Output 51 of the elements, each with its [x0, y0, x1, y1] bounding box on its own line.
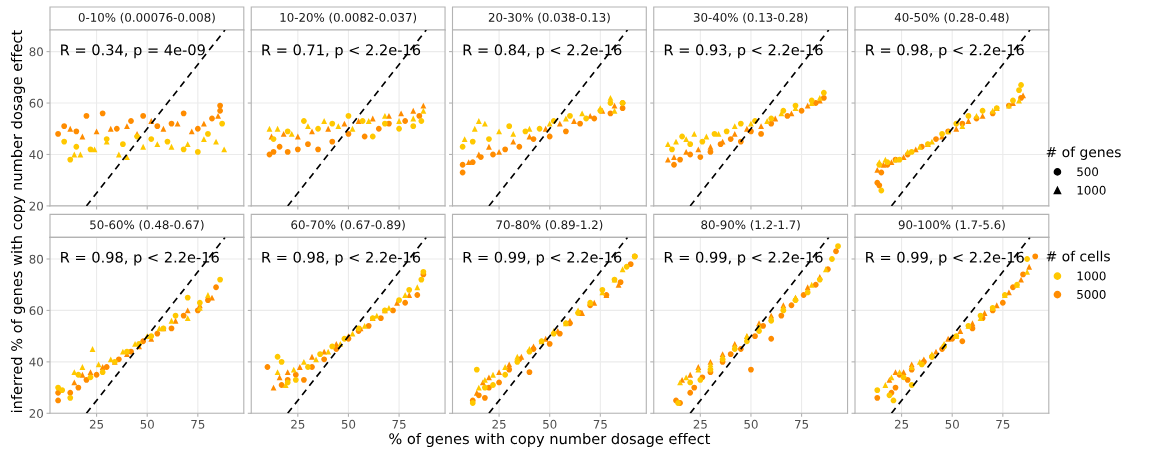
x-tick-label: 75 [593, 419, 607, 429]
x-tick-label: 50 [341, 419, 356, 429]
annotation: R = 0.34, p = 4e-09 [61, 44, 205, 59]
x-tick-label: 50 [744, 419, 758, 429]
annotation: R = 0.84, p < 2.2e-16 [463, 44, 622, 59]
x-tick-label: 75 [191, 419, 205, 429]
legend-label: 1000 [1077, 185, 1106, 195]
annotation: R = 0.71, p < 2.2e-16 [262, 44, 421, 59]
chart-title: 50-60% (0.48-0.67) [90, 220, 204, 231]
annotation: R = 0.98, p < 2.2e-16 [61, 251, 219, 266]
x-tick-label: 75 [996, 419, 1010, 429]
y-tick-label: 20 [29, 409, 43, 418]
x-tick-label: 25 [291, 419, 305, 429]
annotation: R = 0.98, p < 2.2e-16 [866, 44, 1024, 59]
y-tick-label: 20 [29, 201, 43, 211]
legend-title: # of genes [1046, 146, 1121, 160]
x-tick-label: 75 [392, 419, 406, 429]
chart-title: 10-20% (0.0082-0.037) [280, 12, 417, 24]
y-tick-label: 60 [29, 98, 43, 108]
chart-title: 60-70% (0.67-0.89) [291, 220, 405, 231]
y-tick-label: 80 [29, 254, 43, 264]
annotation: R = 0.99, p < 2.2e-16 [463, 251, 622, 266]
x-tick-label: 50 [543, 419, 557, 429]
annotation: R = 0.99, p < 2.2e-16 [866, 251, 1024, 266]
y-tick-label: 80 [29, 47, 43, 57]
x-tick-label: 50 [140, 419, 154, 429]
legend-title: # of cells [1046, 250, 1110, 262]
legend-label: 500 [1077, 167, 1099, 177]
x-tick-label: 25 [894, 419, 909, 429]
chart-title: 40-50% (0.28-0.48) [894, 12, 1009, 24]
annotation: R = 0.99, p < 2.2e-16 [664, 251, 823, 266]
x-axis-title: % of genes with copy number dosage effect [389, 432, 711, 448]
x-tick-label: 25 [492, 419, 506, 429]
y-axis-title: inferred % of genes with copy number dosage effect [10, 30, 26, 413]
annotation: R = 0.98, p < 2.2e-16 [262, 251, 421, 266]
chart-title: 30-40% (0.13-0.28) [693, 12, 808, 24]
chart-title: 0-10% (0.00076-0.008) [78, 12, 215, 24]
y-tick-label: 40 [29, 150, 43, 160]
chart-title: 20-30% (0.038-0.13) [488, 12, 610, 24]
x-tick-label: 75 [795, 419, 809, 429]
x-tick-label: 25 [89, 419, 104, 429]
chart-title: 70-80% (0.89-1.2) [496, 220, 603, 231]
y-tick-label: 60 [29, 306, 43, 316]
annotation: R = 0.93, p < 2.2e-16 [664, 44, 823, 59]
legend-label: 5000 [1077, 289, 1106, 299]
chart-title: 90-100% (1.7-5.6) [898, 220, 1005, 231]
y-tick-label: 40 [29, 357, 43, 367]
x-tick-label: 25 [693, 419, 707, 429]
x-tick-label: 50 [945, 419, 959, 429]
chart-title: 80-90% (1.2-1.7) [701, 220, 800, 231]
legend-label: 1000 [1077, 271, 1106, 281]
